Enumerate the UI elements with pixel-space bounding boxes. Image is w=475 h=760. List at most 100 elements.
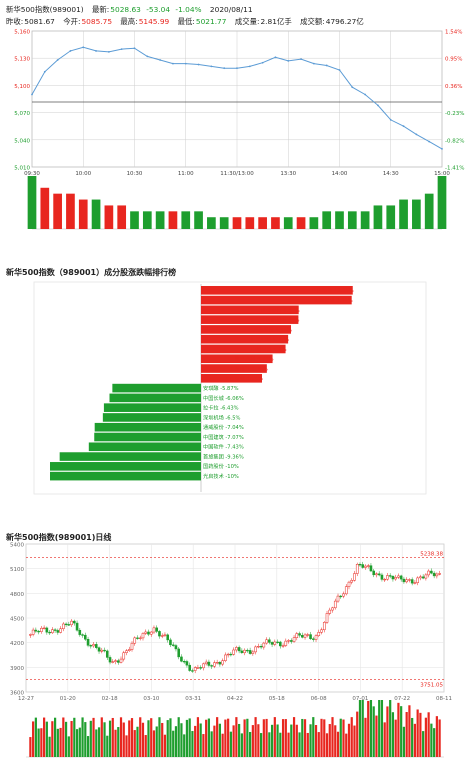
ranking-label: 通威股份 -7.04% xyxy=(203,423,244,431)
volume-bar xyxy=(397,702,400,757)
volume-bar xyxy=(369,700,373,757)
volume-bar xyxy=(128,720,131,757)
high-label: 最高: xyxy=(120,17,138,26)
x-tick-label: 14:00 xyxy=(332,171,348,177)
candle-body xyxy=(427,570,430,576)
candle-body xyxy=(62,623,65,630)
volume-bar xyxy=(347,211,357,229)
volume-bar xyxy=(202,734,205,757)
x-tick-label: 07-01 xyxy=(352,696,368,702)
candle-body xyxy=(317,631,321,636)
ranking-bar xyxy=(201,325,291,334)
volume-bar xyxy=(111,717,114,757)
candle-body xyxy=(391,575,395,580)
candle-body xyxy=(347,581,351,587)
x-tick-label: 10:00 xyxy=(75,171,91,177)
ranking-label: 协鑫集成 9.98% xyxy=(314,296,353,304)
x-tick-label: 11:00 xyxy=(178,171,194,177)
candle-body xyxy=(259,646,263,648)
volume-bar xyxy=(391,712,395,757)
candle-body xyxy=(213,662,216,667)
candle-body xyxy=(243,649,246,654)
volume-bar xyxy=(270,724,274,757)
price-point xyxy=(338,69,341,71)
candle-body xyxy=(405,579,408,583)
candle-body xyxy=(421,576,425,579)
candle-body xyxy=(130,642,134,650)
price-point xyxy=(248,65,251,68)
volume-bar xyxy=(309,724,312,757)
candle-body xyxy=(251,651,255,654)
volume-bar xyxy=(84,722,87,757)
volume-bar xyxy=(103,722,106,757)
candle-body xyxy=(160,635,164,637)
candle-body xyxy=(224,654,227,661)
candle-body xyxy=(281,645,285,647)
volume-bar xyxy=(207,718,211,757)
y-tick-left: 5,100 xyxy=(14,84,30,90)
volume-bar xyxy=(262,719,265,757)
volume-bar xyxy=(53,193,62,229)
volume-bar xyxy=(399,199,408,229)
price-point xyxy=(43,70,46,73)
candle-body xyxy=(218,662,222,665)
candle-body xyxy=(147,631,150,635)
candle-body xyxy=(435,573,439,577)
candle-body xyxy=(364,565,367,568)
ranking-bar xyxy=(94,422,201,432)
volume-bar xyxy=(224,719,227,757)
ranking-bar xyxy=(59,452,201,461)
y-tick-label: 5400 xyxy=(10,543,24,549)
y-tick-right: 0.36% xyxy=(445,84,462,90)
volume-bar xyxy=(356,711,359,757)
daily-title: 新华500指数(989001)日线 xyxy=(6,533,112,542)
ranking-label: 首旅集团 -9.36% xyxy=(203,452,244,460)
candle-body xyxy=(163,634,167,636)
candle-body xyxy=(410,579,414,584)
y-tick-label: 4500 xyxy=(10,617,24,623)
ranking-bar xyxy=(88,442,201,452)
volume-bar xyxy=(437,176,447,229)
volume-bar xyxy=(258,217,267,229)
candle-body xyxy=(180,656,183,662)
price-point xyxy=(107,50,110,53)
volume-bar xyxy=(411,717,414,757)
volume-bar xyxy=(213,725,216,757)
volume-bar xyxy=(114,729,117,757)
ranking-label: 中国软件 -7.43% xyxy=(203,443,244,451)
candle-body xyxy=(97,647,101,652)
volume-bar xyxy=(191,731,194,757)
volume-bar xyxy=(169,718,172,757)
volume-bar xyxy=(174,726,178,757)
candle-body xyxy=(325,613,329,623)
candle-body xyxy=(122,652,126,660)
candle-body xyxy=(158,631,161,637)
volume-bar xyxy=(70,721,73,757)
candle-body xyxy=(353,573,356,581)
candle-body xyxy=(287,640,290,642)
volume-bar xyxy=(210,731,213,757)
volume-bar xyxy=(155,211,165,229)
volume-bar xyxy=(86,736,90,757)
volume-bar xyxy=(229,731,232,757)
price-point xyxy=(184,62,187,65)
candle-body xyxy=(336,595,340,602)
candle-body xyxy=(246,649,249,652)
ranking-label: 安琪酵 -5.87% xyxy=(203,384,239,392)
volume-bar xyxy=(59,727,62,757)
price-point xyxy=(133,47,136,50)
candle-body xyxy=(149,631,153,635)
ranking-label: 中国建筑 -7.07% xyxy=(203,433,244,441)
candle-body xyxy=(92,644,95,647)
candle-body xyxy=(221,660,224,665)
candle-body xyxy=(394,577,397,580)
candle-body xyxy=(116,660,120,663)
candle-body xyxy=(152,627,156,633)
volume-bar xyxy=(413,723,417,757)
volume-bar xyxy=(216,717,219,757)
price-point xyxy=(172,62,174,65)
volume-bar xyxy=(205,719,208,757)
candle-body xyxy=(350,580,354,583)
volume-bar xyxy=(152,730,156,757)
